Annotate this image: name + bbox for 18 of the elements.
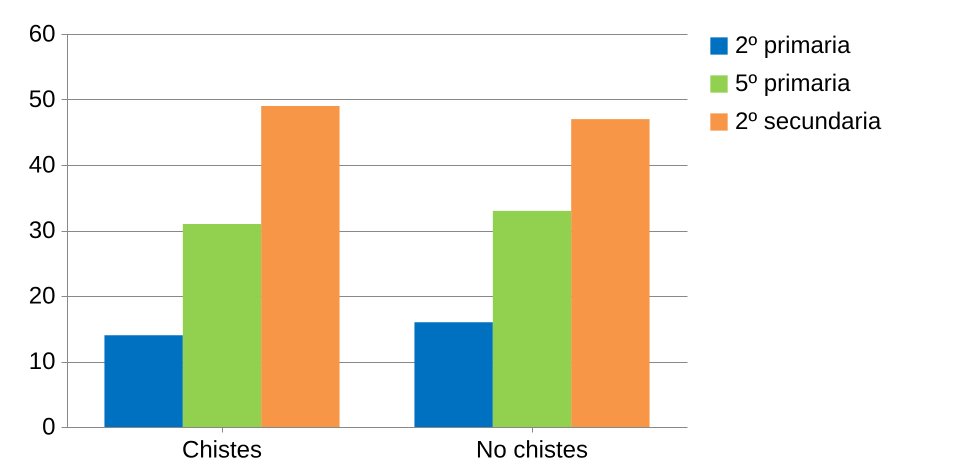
- bar: [261, 106, 340, 427]
- y-tick-label: 20: [28, 282, 56, 310]
- legend-label: 2º secundaria: [735, 108, 882, 135]
- bar: [182, 224, 262, 427]
- y-tick-label: 60: [28, 20, 56, 48]
- legend-label: 2º primaria: [735, 32, 852, 59]
- y-tick-label: 30: [28, 217, 56, 244]
- bar: [571, 119, 650, 427]
- bar: [414, 322, 493, 427]
- y-tick-label: 0: [42, 414, 56, 440]
- y-tick-label: 40: [28, 152, 56, 178]
- y-tick-label: 50: [28, 86, 56, 113]
- legend-label: 5º primaria: [735, 70, 852, 97]
- bar: [104, 335, 183, 427]
- x-tick-label: No chistes: [476, 436, 588, 464]
- x-tick-label: Chistes: [182, 436, 262, 464]
- bar: [492, 210, 572, 427]
- y-tick-label: 10: [28, 348, 56, 375]
